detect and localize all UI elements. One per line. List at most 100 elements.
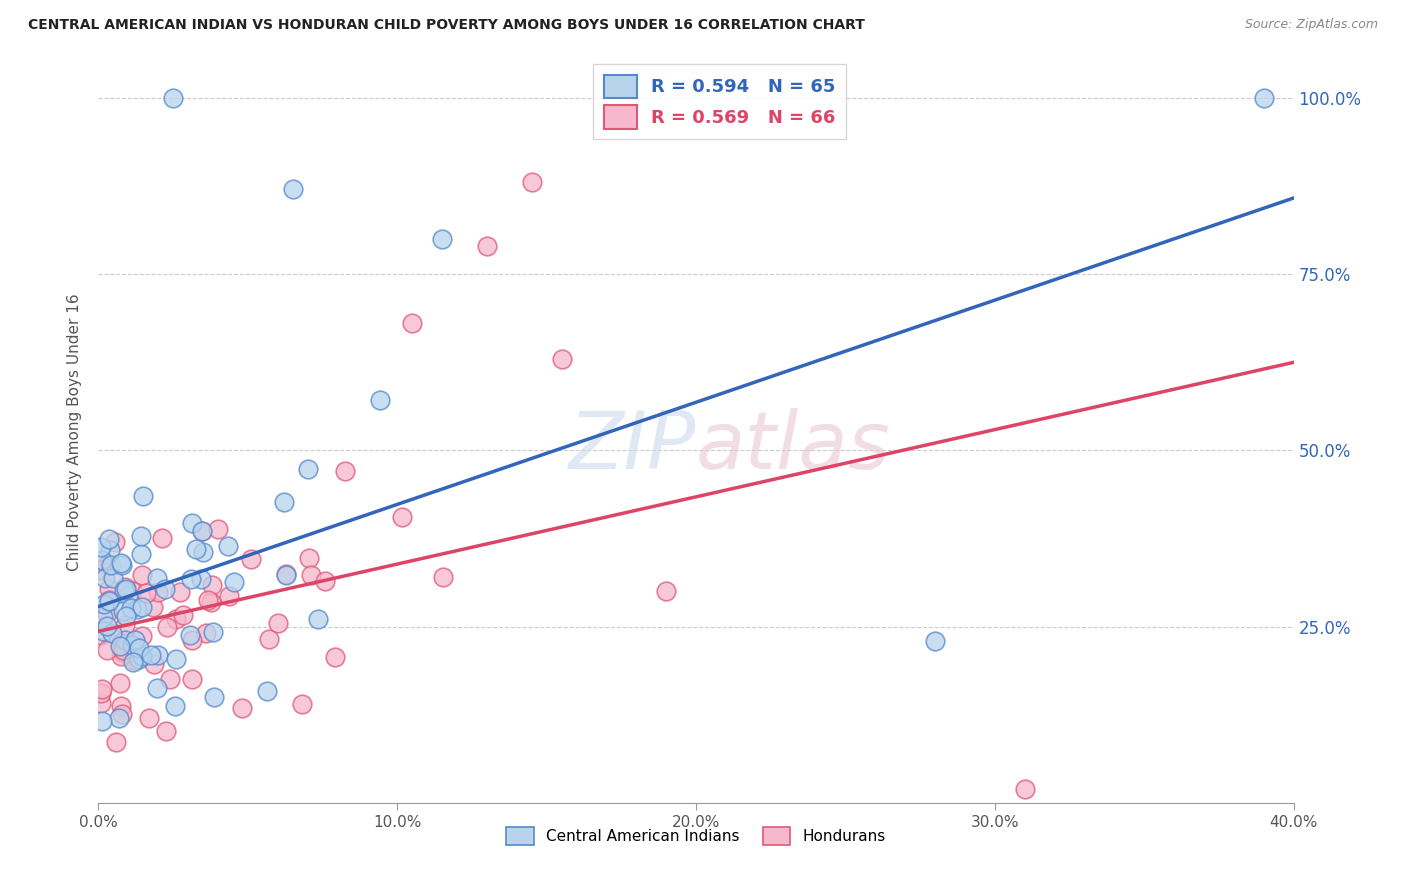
Point <box>90 563 112 577</box>
Point <box>93 624 115 639</box>
Point <box>257 632 280 647</box>
Point <box>121 638 143 652</box>
Point <box>197 592 219 607</box>
Point <box>314 574 336 589</box>
Point <box>91 682 114 697</box>
Point <box>162 91 184 105</box>
Point <box>93 598 115 612</box>
Point <box>281 182 304 196</box>
Point <box>98 533 121 547</box>
Point <box>146 585 169 599</box>
Point <box>430 232 453 246</box>
Point <box>172 608 194 623</box>
Point <box>104 735 127 749</box>
Point <box>112 604 135 618</box>
Point <box>98 543 121 558</box>
Point <box>1253 91 1275 105</box>
Point <box>240 551 263 566</box>
Point <box>520 175 543 189</box>
Point <box>155 723 177 738</box>
Point <box>101 625 124 640</box>
Point <box>91 714 114 728</box>
Point <box>202 690 225 704</box>
Point <box>1014 781 1036 796</box>
Point <box>125 602 148 616</box>
Point <box>112 583 135 598</box>
Text: ZIP: ZIP <box>568 409 696 486</box>
Point <box>267 616 290 631</box>
Point <box>169 584 191 599</box>
Point <box>129 547 152 561</box>
Point <box>110 635 132 649</box>
Point <box>184 541 207 556</box>
Point <box>96 558 118 573</box>
Point <box>104 535 127 549</box>
Point <box>110 676 132 690</box>
Point <box>96 606 118 620</box>
Point <box>142 599 165 614</box>
Point <box>131 629 153 643</box>
Point <box>111 645 134 659</box>
Point <box>90 697 112 711</box>
Point <box>97 593 120 607</box>
Text: atlas: atlas <box>696 409 891 486</box>
Point <box>121 655 143 669</box>
Point <box>153 582 176 596</box>
Point <box>290 698 312 712</box>
Point <box>156 620 179 634</box>
Point <box>122 653 145 667</box>
Point <box>111 643 134 657</box>
Point <box>191 545 214 559</box>
Point <box>124 632 146 647</box>
Point <box>114 618 136 632</box>
Point <box>94 571 117 585</box>
Point <box>110 640 132 654</box>
Point <box>165 699 187 714</box>
Y-axis label: Child Poverty Among Boys Under 16: Child Poverty Among Boys Under 16 <box>67 293 83 572</box>
Point <box>91 553 114 567</box>
Point <box>111 558 134 573</box>
Point <box>131 567 153 582</box>
Point <box>181 516 204 531</box>
Point <box>166 612 188 626</box>
Point <box>121 583 143 598</box>
Point <box>924 633 946 648</box>
Point <box>110 648 132 663</box>
Point <box>100 558 122 573</box>
Point <box>432 569 454 583</box>
Point <box>401 316 423 330</box>
Point <box>115 582 138 596</box>
Point <box>101 570 124 584</box>
Point <box>142 657 165 672</box>
Point <box>90 686 112 700</box>
Point <box>218 589 240 603</box>
Point <box>307 612 329 626</box>
Point <box>217 539 239 553</box>
Point <box>550 351 572 366</box>
Point <box>200 595 222 609</box>
Point <box>179 628 201 642</box>
Point <box>323 650 346 665</box>
Point <box>129 529 152 543</box>
Point <box>110 699 132 714</box>
Point <box>475 239 498 253</box>
Point <box>180 672 202 686</box>
Text: Source: ZipAtlas.com: Source: ZipAtlas.com <box>1244 18 1378 31</box>
Point <box>145 681 167 695</box>
Point <box>298 551 321 566</box>
Point <box>117 590 139 604</box>
Point <box>128 652 150 666</box>
Point <box>98 582 121 596</box>
Point <box>146 571 169 585</box>
Point <box>91 609 114 624</box>
Point <box>135 586 157 600</box>
Point <box>131 599 153 614</box>
Point <box>190 524 212 538</box>
Point <box>276 568 298 582</box>
Point <box>256 683 278 698</box>
Text: CENTRAL AMERICAN INDIAN VS HONDURAN CHILD POVERTY AMONG BOYS UNDER 16 CORRELATIO: CENTRAL AMERICAN INDIAN VS HONDURAN CHIL… <box>28 18 865 32</box>
Point <box>207 522 229 536</box>
Point <box>299 568 322 582</box>
Point <box>120 648 142 663</box>
Point <box>391 509 413 524</box>
